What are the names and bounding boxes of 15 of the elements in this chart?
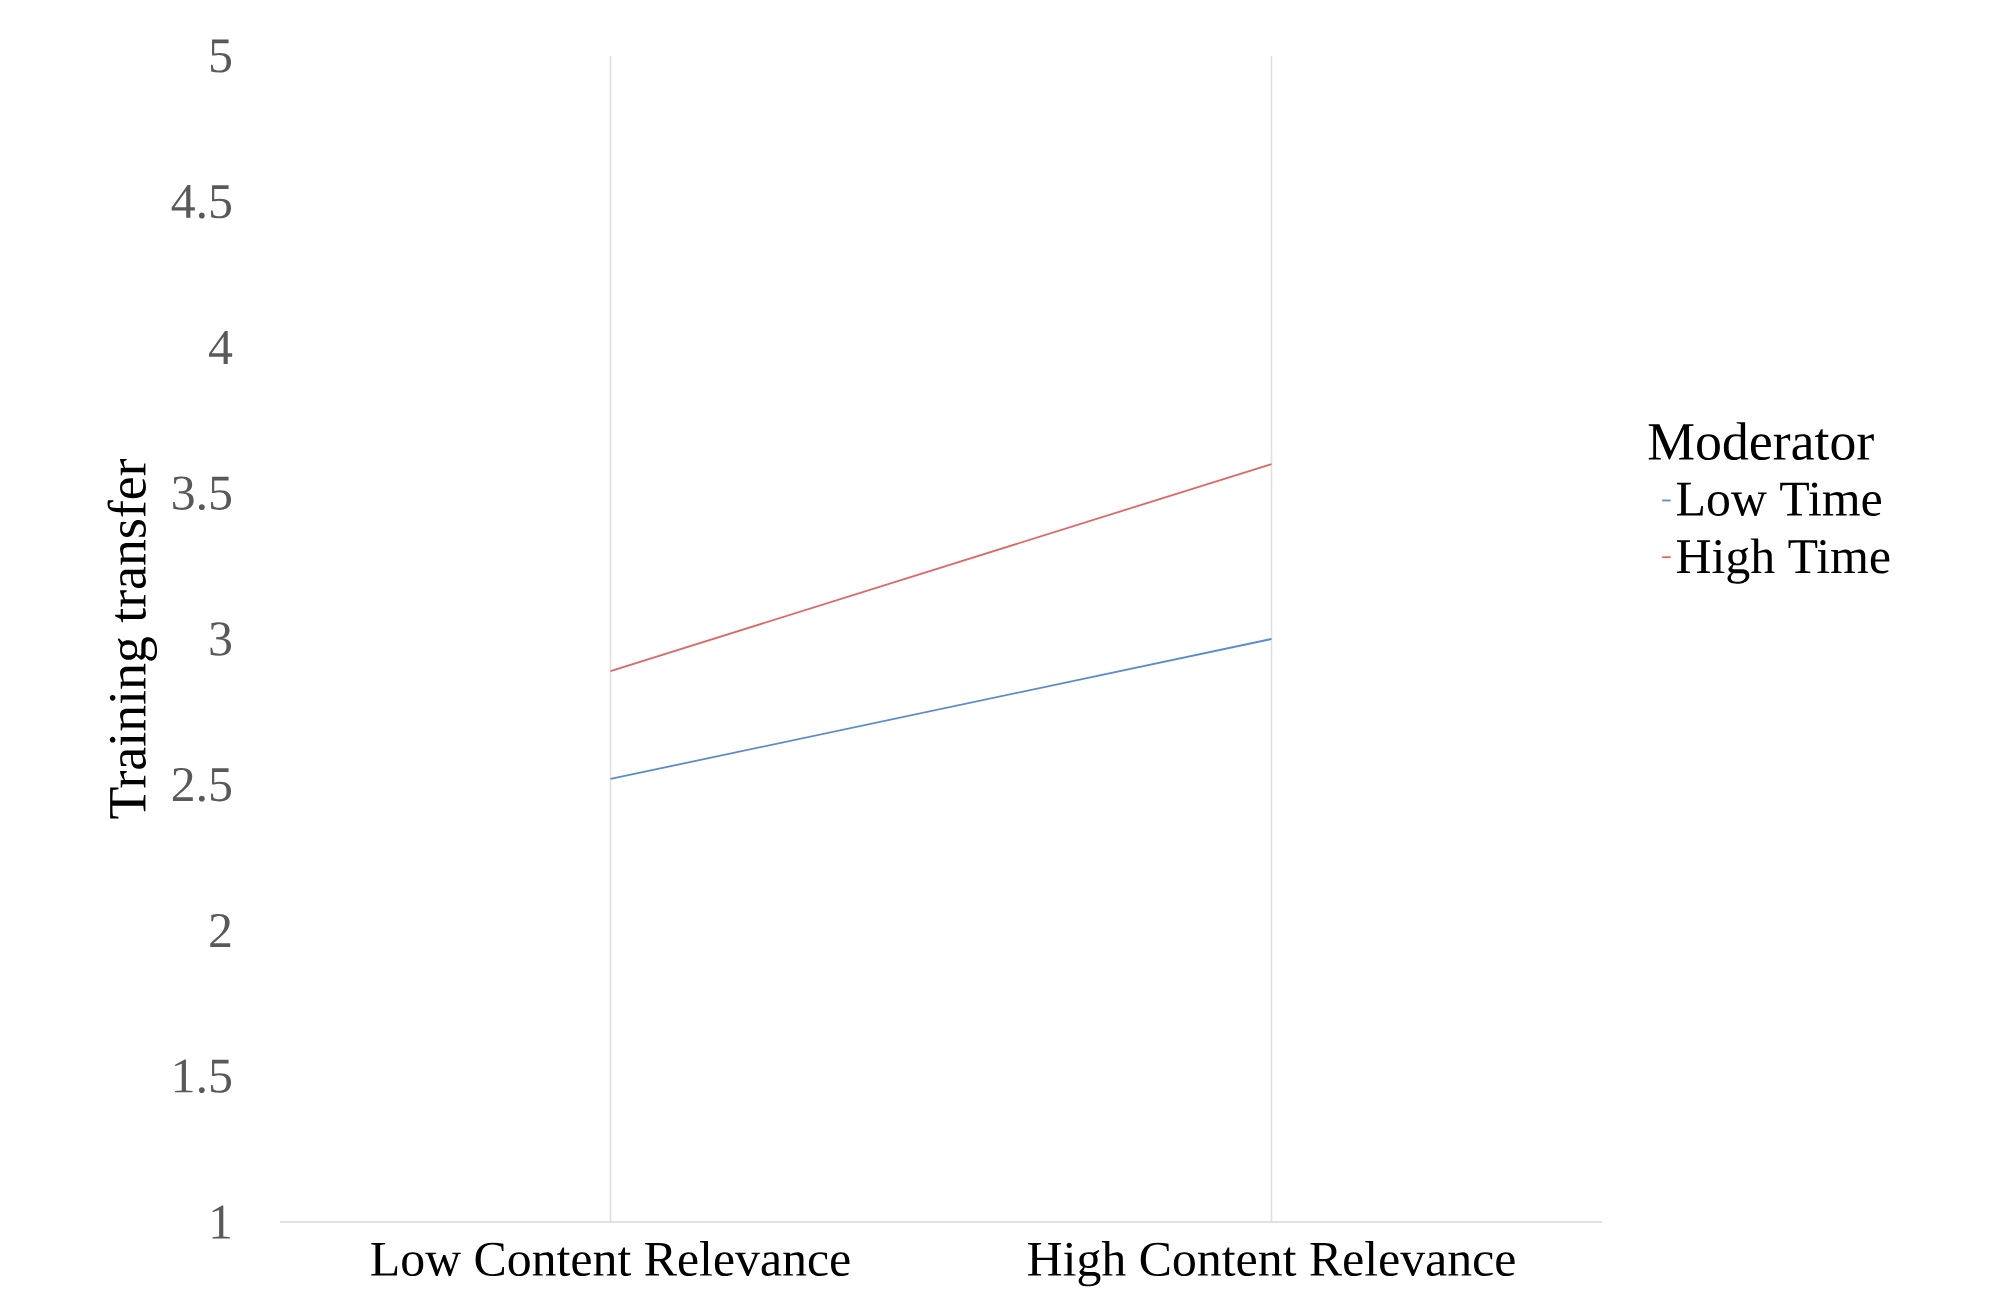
y-tick-label: 1.5 (175, 1059, 232, 1094)
y-tick-label: 1 (212, 1205, 230, 1239)
legend-label: Low Time (1676, 482, 1881, 516)
y-tick-label: 4.5 (171, 185, 232, 219)
y-tick-label: 2 (210, 914, 231, 947)
x-tick-label: Low Content Relevance (371, 1241, 850, 1277)
y-tick-label: 3 (210, 622, 232, 656)
y-tick-label: 3.5 (173, 476, 232, 511)
y-tick-label: 5 (210, 39, 232, 73)
y-tick-label: 2.5 (172, 767, 232, 802)
x-tick-label: High Content Relevance (1028, 1241, 1515, 1287)
legend-label: High Time (1676, 538, 1890, 584)
y-axis-title: Training transfer (107, 458, 158, 819)
y-tick-label: 4 (209, 331, 233, 364)
legend-title: Moderator (1648, 422, 1874, 461)
